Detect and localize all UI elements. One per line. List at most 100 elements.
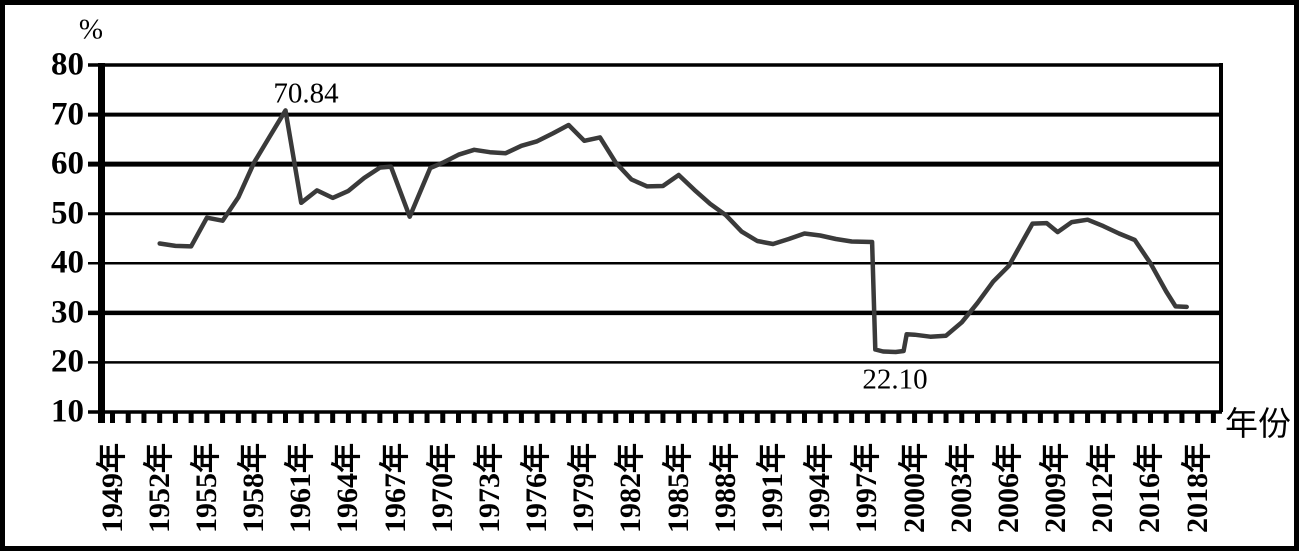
x-tick-label-1997: 1997年: [850, 443, 884, 533]
y-tick-label-70: 70: [51, 96, 84, 133]
x-tick-mark: [833, 413, 839, 423]
x-tick-mark: [739, 413, 745, 423]
x-tick-mark: [503, 413, 509, 423]
x-tick-mark: [408, 413, 414, 423]
x-tick-mark: [172, 413, 178, 423]
x-tick-mark: [1163, 413, 1169, 423]
x-tick-label-2016: 2016年: [1133, 443, 1167, 533]
x-tick-label-2000: 2000年: [897, 443, 931, 533]
x-tick-mark: [566, 413, 572, 423]
x-tick-mark: [518, 413, 524, 423]
x-tick-mark: [786, 413, 792, 423]
x-tick-label-2003: 2003年: [944, 443, 978, 533]
peak-value-annotation: 70.84: [273, 77, 339, 110]
x-tick-label-1949: 1949年: [95, 443, 129, 533]
x-tick-mark: [534, 413, 540, 423]
x-tick-label-2009: 2009年: [1039, 443, 1073, 533]
x-tick-mark: [235, 413, 241, 423]
x-tick-mark: [220, 413, 226, 423]
x-tick-mark: [1069, 413, 1075, 423]
x-tick-mark: [660, 413, 666, 423]
x-tick-mark: [912, 413, 918, 423]
x-tick-mark: [1179, 413, 1185, 423]
x-tick-mark: [1195, 413, 1201, 423]
x-tick-mark: [817, 413, 823, 423]
x-tick-label-1964: 1964年: [331, 443, 365, 533]
x-tick-label-1985: 1985年: [661, 443, 695, 533]
x-tick-mark: [723, 413, 729, 423]
x-tick-mark: [801, 413, 807, 423]
data-line: [157, 108, 1189, 355]
x-tick-mark: [707, 413, 713, 423]
x-tick-label-1976: 1976年: [520, 443, 554, 533]
x-tick-mark: [440, 413, 446, 423]
x-tick-mark: [487, 413, 493, 423]
x-tick-mark: [204, 413, 210, 423]
x-tick-mark: [1100, 413, 1106, 423]
trough-value-annotation: 22.10: [862, 363, 928, 396]
x-tick-label-2018: 2018年: [1180, 443, 1214, 533]
plot-right-border: [1219, 63, 1223, 412]
x-tick-mark: [188, 413, 194, 423]
x-tick-mark: [1147, 413, 1153, 423]
x-tick-mark: [298, 413, 304, 423]
x-tick-mark: [550, 413, 556, 423]
x-tick-label-1979: 1979年: [567, 443, 601, 533]
x-tick-mark: [1037, 413, 1043, 423]
x-tick-mark: [896, 413, 902, 423]
x-tick-mark: [267, 413, 273, 423]
x-tick-mark: [628, 413, 634, 423]
x-tick-label-1988: 1988年: [708, 443, 742, 533]
x-tick-mark: [1022, 413, 1028, 423]
x-tick-mark: [393, 413, 399, 423]
y-axis-spine: [98, 63, 105, 423]
x-axis-title: 年份: [1225, 407, 1291, 443]
x-tick-label-2006: 2006年: [991, 443, 1025, 533]
x-tick-mark: [251, 413, 257, 423]
x-tick-mark: [377, 413, 383, 423]
x-tick-label-1961: 1961年: [284, 443, 318, 533]
x-tick-mark: [455, 413, 461, 423]
x-tick-mark: [471, 413, 477, 423]
x-tick-label-1994: 1994年: [803, 443, 837, 533]
x-tick-mark: [1132, 413, 1138, 423]
x-tick-mark: [141, 413, 147, 423]
x-tick-label-1955: 1955年: [189, 443, 223, 533]
x-tick-label-2012: 2012年: [1086, 443, 1120, 533]
x-tick-mark: [864, 413, 870, 423]
x-tick-mark: [990, 413, 996, 423]
x-tick-mark: [1210, 413, 1216, 423]
x-tick-mark: [943, 413, 949, 423]
x-tick-mark: [613, 413, 619, 423]
x-tick-mark: [880, 413, 886, 423]
x-tick-mark: [849, 413, 855, 423]
x-tick-mark: [597, 413, 603, 423]
y-tick-label-30: 30: [51, 294, 84, 331]
x-tick-label-1967: 1967年: [378, 443, 412, 533]
x-tick-label-1973: 1973年: [472, 443, 506, 533]
x-tick-mark: [1085, 413, 1091, 423]
x-tick-mark: [1053, 413, 1059, 423]
y-tick-label-50: 50: [51, 195, 84, 232]
x-tick-mark: [754, 413, 760, 423]
y-tick-label-60: 60: [51, 145, 84, 182]
x-tick-label-1970: 1970年: [425, 443, 459, 533]
x-tick-mark: [345, 413, 351, 423]
x-tick-label-1958: 1958年: [237, 443, 271, 533]
x-tick-mark: [691, 413, 697, 423]
x-tick-mark: [581, 413, 587, 423]
x-tick-mark: [676, 413, 682, 423]
y-tick-label-40: 40: [51, 244, 84, 281]
y-tick-label-20: 20: [51, 343, 84, 380]
x-tick-mark: [927, 413, 933, 423]
x-tick-label-1982: 1982年: [614, 443, 648, 533]
x-tick-label-1952: 1952年: [142, 443, 176, 533]
x-tick-mark: [125, 413, 131, 423]
x-tick-mark: [1116, 413, 1122, 423]
x-tick-mark: [282, 413, 288, 423]
x-tick-mark: [770, 413, 776, 423]
x-tick-mark: [644, 413, 650, 423]
